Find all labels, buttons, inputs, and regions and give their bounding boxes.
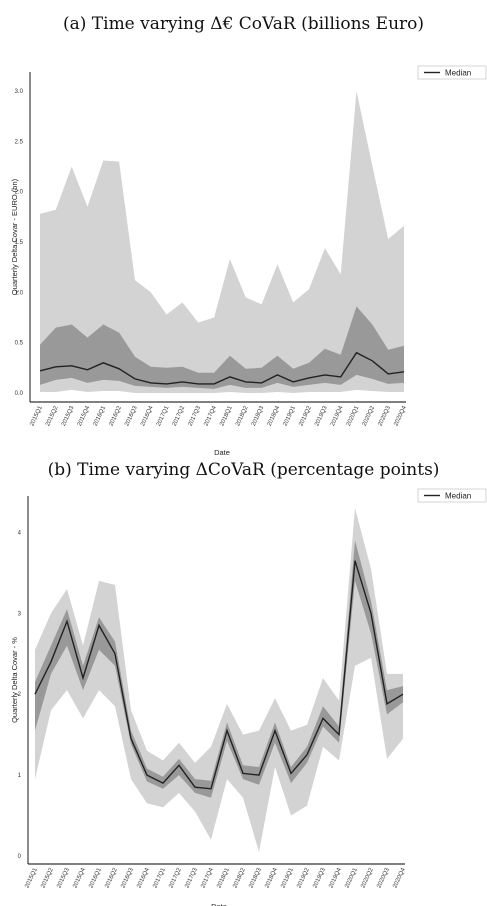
y-tick-label: 2.0 (15, 190, 24, 196)
median-line (39, 351, 405, 385)
legend-median-label: Median (445, 69, 471, 78)
legend-median-label: Median (445, 492, 471, 501)
y-tick-label: 3.0 (15, 89, 24, 95)
y-tick-label: 4 (18, 530, 22, 536)
x-tick-label: 2019Q3 (312, 867, 327, 889)
outer-band (35, 508, 403, 852)
x-tick-label: 2019Q4 (328, 867, 343, 889)
median-line (34, 560, 404, 790)
inner-band (40, 306, 404, 389)
x-axis-label: Date (211, 902, 227, 906)
y-tick-label: 0 (18, 854, 22, 860)
x-tick-label: 2020Q1 (344, 867, 359, 889)
x-tick-label: 2017Q3 (184, 867, 199, 889)
chart-b-title: (b) Time varying ΔCoVaR (percentage poin… (47, 460, 440, 480)
y-tick-label: 3 (18, 611, 22, 617)
x-tick-label: 2016Q2 (104, 867, 119, 889)
x-tick-label: 2020Q4 (392, 867, 407, 889)
x-tick-label: 2015Q4 (72, 867, 87, 889)
x-tick-label: 2018Q1 (216, 867, 231, 889)
x-tick-label: 2018Q2 (232, 867, 247, 889)
x-tick-label: 2019Q2 (296, 867, 311, 889)
x-tick-label: 2020Q3 (376, 867, 391, 889)
chart-a-title: (a) Time varying Δ€ CoVaR (billions Euro… (62, 14, 425, 34)
x-tick-label: 2016Q1 (88, 867, 103, 889)
y-tick-label: 0.0 (15, 391, 24, 397)
y-tick-label: 1.0 (15, 290, 24, 296)
x-tick-label: 2018Q4 (264, 867, 279, 889)
x-tick-label: 2017Q2 (168, 867, 183, 889)
outer-band (40, 91, 404, 393)
y-tick-label: 2 (18, 692, 22, 698)
y-tick-label: 2.5 (15, 139, 24, 145)
x-tick-label: 2016Q4 (136, 867, 151, 889)
y-axis-label: Quarterly Delta Covar - EURO (bn) (10, 178, 19, 295)
x-tick-label: 2015Q2 (40, 867, 55, 889)
x-axis-label: Date (214, 448, 230, 457)
x-tick-label: 2019Q1 (280, 867, 295, 889)
legend-box (417, 65, 487, 80)
x-tick-label: 2015Q1 (24, 867, 39, 889)
x-tick-label: 2020Q2 (360, 867, 375, 889)
y-tick-label: 1.5 (15, 240, 24, 246)
x-tick-label: 2016Q3 (120, 867, 135, 889)
x-tick-label: 2017Q1 (152, 867, 167, 889)
x-tick-label: 2018Q3 (248, 867, 263, 889)
x-tick-label: 2017Q4 (200, 867, 215, 889)
y-tick-label: 1 (18, 773, 22, 779)
y-axis-label: Quarterly Delta Covar - % (10, 637, 19, 723)
legend-box (417, 488, 487, 503)
x-tick-label: 2015Q3 (56, 867, 71, 889)
y-tick-label: 0.5 (15, 341, 24, 347)
